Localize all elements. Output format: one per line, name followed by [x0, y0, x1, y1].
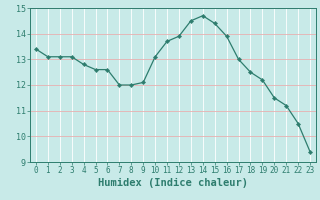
X-axis label: Humidex (Indice chaleur): Humidex (Indice chaleur): [98, 178, 248, 188]
